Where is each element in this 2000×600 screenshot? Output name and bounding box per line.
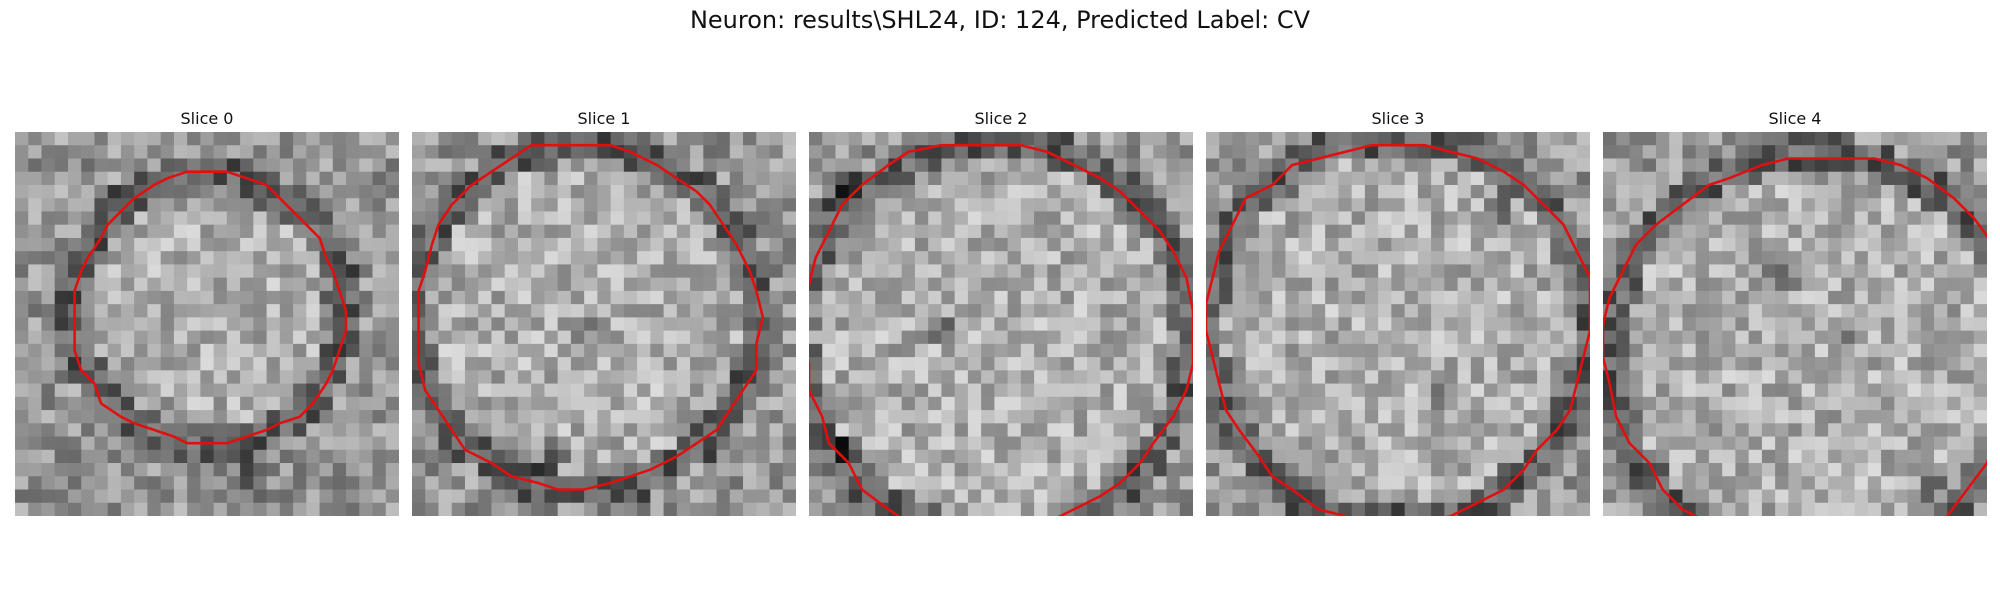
slice-panel-1: Slice 1 [412, 106, 796, 516]
slice-panel-3: Slice 3 [1206, 106, 1590, 516]
contour-outline [1206, 143, 1590, 516]
slice-title: Slice 3 [1371, 109, 1425, 128]
contour-outline [73, 170, 348, 445]
slice-image [1206, 132, 1590, 516]
slice-title: Slice 2 [974, 109, 1028, 128]
slice-panel-4: Slice 4 [1603, 106, 1987, 516]
slice-panel-2: Slice 2 [809, 106, 1193, 516]
slice-title: Slice 0 [180, 109, 234, 128]
slice-image [15, 132, 399, 516]
contour-outline [809, 143, 1193, 516]
slice-panel-0: Slice 0 [15, 106, 399, 516]
slice-image [1603, 132, 1987, 516]
figure-title: Neuron: results\SHL24, ID: 124, Predicte… [689, 6, 1311, 34]
slice-image [412, 132, 796, 516]
slice-title: Slice 4 [1768, 109, 1822, 128]
contour-outline [417, 143, 765, 491]
contour-outline [1603, 157, 1987, 516]
slice-title: Slice 1 [577, 109, 631, 128]
slice-image [809, 132, 1193, 516]
